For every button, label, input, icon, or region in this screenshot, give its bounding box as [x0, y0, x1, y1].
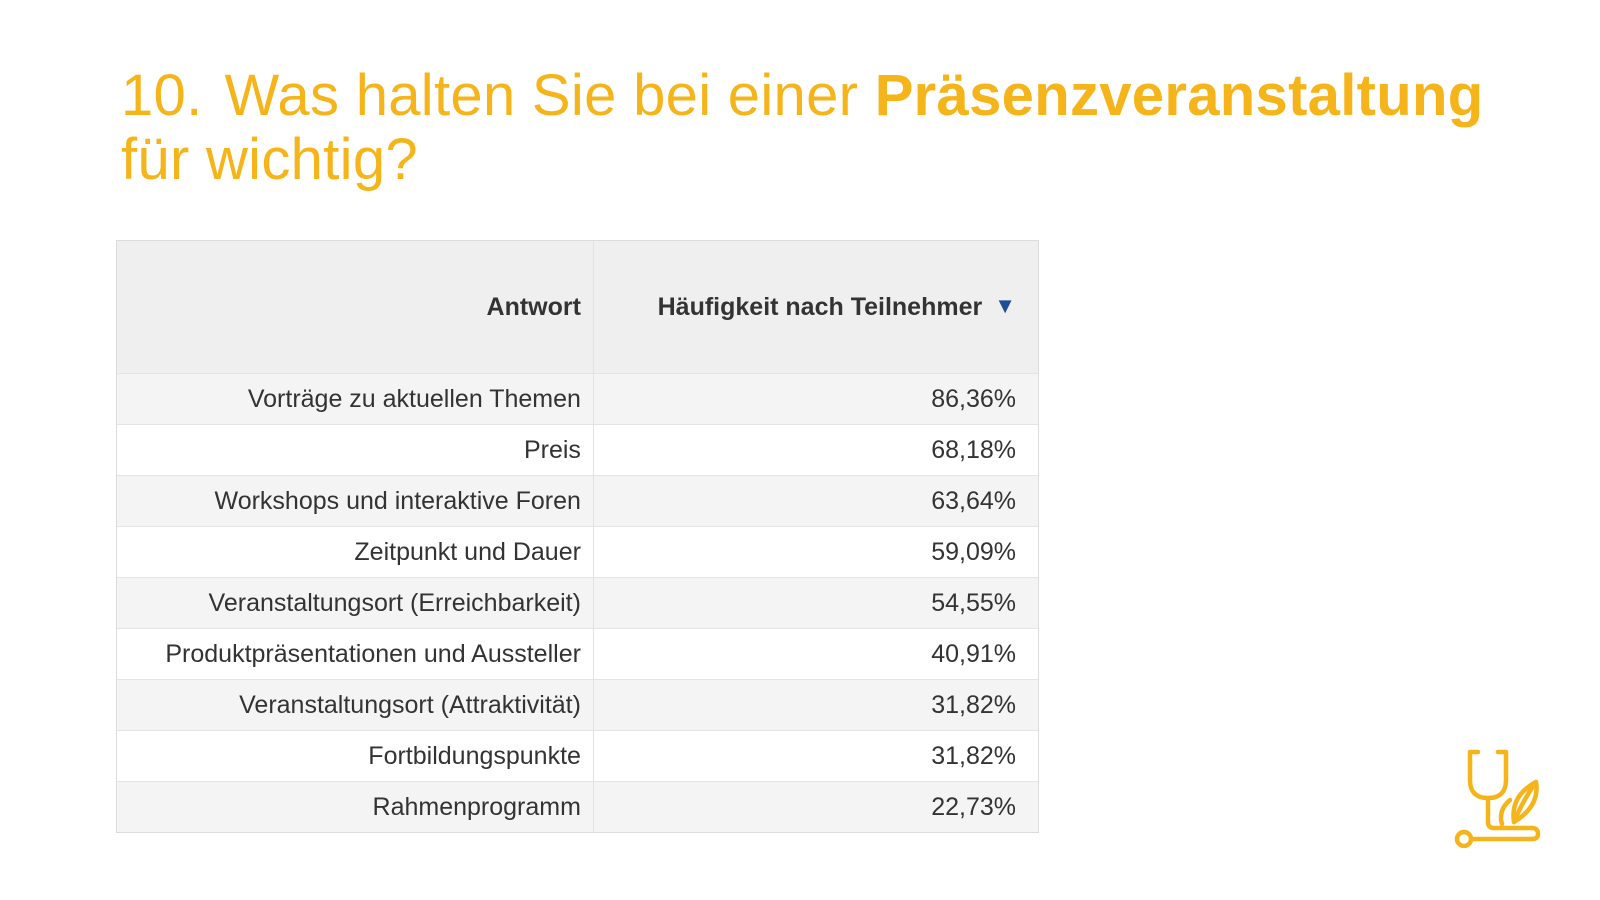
frequency-cell: 59,09%	[593, 526, 1038, 578]
column-header-answer[interactable]: Antwort	[117, 241, 594, 374]
sort-descending-icon[interactable]: ▼	[994, 292, 1016, 318]
question-number: 10.	[121, 63, 203, 128]
table-header-row: Antwort Häufigkeit nach Teilnehmer ▼	[117, 241, 1038, 374]
title-text-before: Was halten Sie bei einer	[224, 63, 875, 128]
frequency-cell: 63,64%	[593, 475, 1038, 527]
answer-cell: Fortbildungspunkte	[117, 730, 594, 782]
table-row: Vorträge zu aktuellen Themen 86,36%	[117, 373, 1038, 425]
answer-cell: Produktpräsentationen und Aussteller	[117, 628, 594, 680]
table-row: Veranstaltungsort (Attraktivität) 31,82%	[117, 679, 1038, 731]
stethoscope-leaf-icon	[1454, 749, 1541, 848]
answer-cell: Workshops und interaktive Foren	[117, 475, 594, 527]
answer-cell: Vorträge zu aktuellen Themen	[117, 373, 594, 425]
answer-cell: Veranstaltungsort (Attraktivität)	[117, 679, 594, 731]
answer-cell: Veranstaltungsort (Erreichbarkeit)	[117, 577, 594, 629]
table-row: Produktpräsentationen und Aussteller 40,9…	[117, 628, 1038, 680]
answer-cell: Rahmenprogramm	[117, 781, 594, 832]
frequency-cell: 40,91%	[593, 628, 1038, 680]
frequency-cell: 86,36%	[593, 373, 1038, 425]
results-table-container: Antwort Häufigkeit nach Teilnehmer ▼ Vort…	[116, 240, 1039, 833]
column-header-frequency[interactable]: Häufigkeit nach Teilnehmer ▼	[593, 241, 1038, 374]
table-row: Rahmenprogramm 22,73%	[117, 781, 1038, 832]
frequency-cell: 31,82%	[593, 679, 1038, 731]
table-body: Vorträge zu aktuellen Themen 86,36% Preis 6…	[117, 373, 1038, 832]
frequency-cell: 31,82%	[593, 730, 1038, 782]
answer-cell: Zeitpunkt und Dauer	[117, 526, 594, 578]
table-row: Fortbildungspunkte 31,82%	[117, 730, 1038, 782]
title-highlight: Präsenzveranstaltung	[874, 63, 1484, 128]
column-header-answer-label: Antwort	[486, 292, 581, 321]
answer-cell: Preis	[117, 424, 594, 476]
table-row: Zeitpunkt und Dauer 59,09%	[117, 526, 1038, 578]
results-table: Antwort Häufigkeit nach Teilnehmer ▼ Vort…	[117, 241, 1038, 832]
column-header-frequency-label: Häufigkeit nach Teilnehmer	[657, 292, 983, 321]
table-row: Veranstaltungsort (Erreichbarkeit) 54,55%	[117, 577, 1038, 629]
frequency-cell: 68,18%	[593, 424, 1038, 476]
frequency-cell: 54,55%	[593, 577, 1038, 629]
table-row: Preis 68,18%	[117, 424, 1038, 476]
slide-title: 10. Was halten Sie bei einer Präsenzveran…	[121, 64, 1483, 192]
table-row: Workshops und interaktive Foren 63,64%	[117, 475, 1038, 527]
frequency-cell: 22,73%	[593, 781, 1038, 832]
title-text-after: für wichtig?	[121, 127, 418, 192]
